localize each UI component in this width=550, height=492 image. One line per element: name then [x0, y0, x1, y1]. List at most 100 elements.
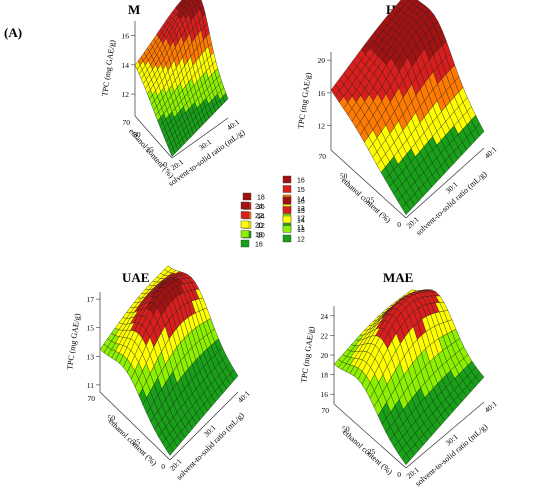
panel-title: M	[128, 2, 140, 17]
legend-swatch	[282, 215, 292, 224]
legend-label: 16	[297, 199, 305, 206]
x-tick-label: 50	[340, 171, 348, 180]
z-tick-label: 11	[87, 381, 94, 390]
x-tick-label: 50	[133, 130, 141, 139]
legend-label: 16	[257, 204, 265, 211]
legend-label: 12	[297, 237, 305, 244]
x-tick-label: 50	[342, 424, 350, 433]
surface-cell	[475, 123, 485, 137]
z-tick-label: 16	[321, 390, 329, 399]
legend-swatch	[282, 206, 292, 214]
x-tick-label: 70	[123, 118, 131, 127]
y-tick-label: 40:1	[483, 145, 499, 161]
legend: 24 22 20 18 16	[240, 201, 263, 249]
z-axis-label: TPC (mg GAE/g)	[296, 72, 313, 130]
surface-mesh	[99, 265, 239, 456]
surface-panel-hae: HAE121620TPC (mg GAE/g)705025020:130:140…	[296, 0, 499, 237]
legend-label: 14	[297, 218, 305, 225]
legend: 16 15 14 13 12	[282, 196, 305, 244]
z-tick-label: 17	[87, 295, 95, 304]
z-tick-label: 24	[321, 312, 329, 321]
legend-swatch	[240, 211, 250, 219]
legend-swatch	[240, 220, 250, 229]
x-tick-label: 0	[161, 462, 165, 471]
legend-label: 10	[257, 233, 265, 240]
legend-label: 11	[297, 225, 304, 232]
x-tick-label: 70	[88, 394, 96, 403]
z-axis-label: TPC (mg GAE/g)	[299, 326, 316, 384]
x-tick-label: 70	[322, 406, 330, 415]
legend-label: 16	[255, 242, 263, 249]
surface-cell	[181, 0, 186, 2]
legend-label: 20	[255, 223, 263, 230]
x-tick-label: 25	[133, 438, 141, 447]
legend-swatch	[282, 234, 292, 243]
y-tick-label: 40:1	[483, 399, 499, 415]
surface-cell	[475, 371, 485, 383]
x-axis-line	[330, 149, 407, 219]
x-tick-label: 25	[368, 447, 376, 456]
z-axis-label: TPC (mg GAE/g)	[65, 313, 82, 371]
x-tick-label: 25	[367, 196, 375, 205]
x-axis-line	[333, 403, 407, 469]
z-tick-label: 16	[318, 89, 326, 98]
figure-label: (A)	[4, 25, 22, 40]
legend-label: 15	[297, 208, 305, 215]
legend-label: 13	[297, 206, 305, 213]
legend-swatch	[242, 192, 252, 201]
legend-label: 16	[297, 178, 305, 185]
z-tick-label: 15	[87, 324, 95, 333]
panel-title: MAE	[383, 270, 413, 285]
legend-swatch	[282, 185, 292, 193]
legend-swatch	[240, 201, 250, 210]
legend-label: 24	[255, 204, 263, 211]
x-tick-label: 0	[163, 160, 167, 169]
x-tick-label: 25	[146, 145, 154, 154]
y-axis-line	[405, 401, 485, 469]
surface-cell	[191, 0, 196, 3]
x-axis-line	[99, 391, 171, 461]
z-tick-label: 22	[321, 331, 329, 340]
z-tick-label: 20	[318, 56, 326, 65]
legend-label: 15	[297, 187, 305, 194]
surface-cell	[230, 369, 239, 381]
z-tick-label: 12	[318, 122, 326, 131]
x-axis-label: ethanol content (%)	[341, 428, 394, 477]
panel-title: UAE	[122, 270, 149, 285]
legend-label: 18	[255, 232, 263, 239]
surface-mesh	[134, 0, 229, 157]
legend-label: 14	[297, 197, 305, 204]
x-axis-label: ethanol content (%)	[107, 417, 159, 468]
z-tick-label: 13	[87, 352, 95, 361]
legend-swatch	[282, 225, 292, 233]
legend-swatch	[282, 196, 292, 205]
legend-swatch	[240, 230, 250, 238]
y-axis-line	[169, 391, 239, 461]
x-tick-label: 0	[397, 220, 401, 229]
legend-label: 14	[257, 214, 265, 221]
z-tick-label: 20	[321, 351, 329, 360]
surface-mesh	[333, 289, 485, 466]
y-tick-label: 40:1	[236, 389, 252, 405]
legend-label: 22	[255, 213, 263, 220]
surface-cell	[183, 0, 188, 3]
legend-label: 13	[297, 227, 305, 234]
z-tick-label: 12	[122, 90, 130, 99]
x-axis-line	[134, 115, 173, 159]
x-tick-label: 0	[397, 470, 401, 479]
legend-label: 18	[257, 195, 265, 202]
x-tick-label: 70	[319, 152, 327, 161]
z-tick-label: 18	[321, 371, 329, 380]
y-axis-line	[171, 117, 229, 159]
legend-label: 12	[297, 216, 305, 223]
surface-mesh	[330, 0, 485, 215]
legend-swatch	[240, 239, 250, 248]
z-tick-label: 14	[122, 61, 130, 70]
z-axis-label: TPC (mg GAE/g)	[100, 39, 117, 97]
legend-label: 12	[257, 223, 265, 230]
x-axis-label: ethanol content (%)	[340, 176, 393, 225]
